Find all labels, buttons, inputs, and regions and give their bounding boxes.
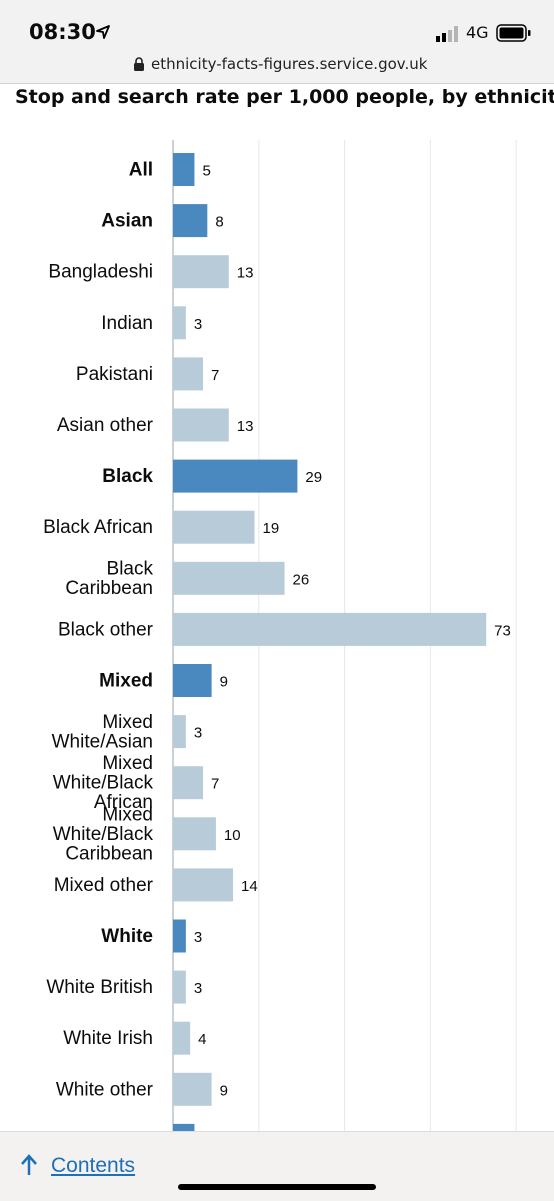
value-label: 7 bbox=[211, 776, 219, 793]
bar bbox=[173, 715, 186, 749]
value-label: 13 bbox=[237, 418, 254, 435]
value-label: 13 bbox=[237, 265, 254, 282]
category-label: Asian bbox=[101, 211, 153, 232]
bar bbox=[173, 868, 234, 902]
category-label: Mixed White/Black Caribbean bbox=[53, 804, 154, 864]
bar bbox=[173, 408, 229, 442]
category-label: Asian other bbox=[57, 415, 154, 436]
value-label: 5 bbox=[202, 163, 210, 180]
bar bbox=[173, 153, 195, 186]
category-label: Pakistani bbox=[76, 364, 153, 385]
value-label: 3 bbox=[194, 725, 202, 742]
lock-icon bbox=[134, 57, 144, 71]
category-label: Mixed White/Black African bbox=[53, 753, 154, 813]
category-label: Black African bbox=[43, 517, 153, 538]
category-label: Black bbox=[102, 466, 153, 487]
category-label: Black other bbox=[58, 619, 154, 640]
bar bbox=[173, 204, 208, 238]
bar bbox=[173, 561, 285, 595]
value-label: 3 bbox=[194, 929, 202, 946]
bar bbox=[173, 919, 186, 953]
bar bbox=[173, 306, 186, 340]
category-label: Indian bbox=[101, 313, 153, 334]
value-label: 9 bbox=[220, 1082, 228, 1099]
bar bbox=[173, 970, 186, 1004]
value-label: 10 bbox=[224, 827, 241, 844]
category-label: White bbox=[101, 926, 153, 947]
status-bar: 08:30 4G bbox=[0, 0, 554, 50]
bottom-navigation: Contents bbox=[0, 1131, 554, 1201]
value-label: 19 bbox=[263, 520, 280, 537]
category-label: White British bbox=[46, 977, 153, 998]
home-indicator bbox=[178, 1184, 376, 1190]
bar bbox=[173, 255, 229, 289]
address-bar[interactable]: ethnicity-facts-figures.service.gov.uk bbox=[0, 50, 554, 84]
value-label: 73 bbox=[494, 622, 511, 639]
value-label: 29 bbox=[305, 469, 322, 486]
network-type: 4G bbox=[466, 23, 489, 42]
bar bbox=[173, 1123, 195, 1131]
category-label: White other bbox=[56, 1079, 154, 1100]
url-text: ethnicity-facts-figures.service.gov.uk bbox=[151, 55, 428, 73]
category-label: Bangladeshi bbox=[48, 262, 153, 283]
bar bbox=[173, 1021, 191, 1055]
category-label: Other inc bbox=[70, 1130, 154, 1131]
category-label: Black Caribbean bbox=[65, 559, 153, 600]
category-label: Mixed bbox=[99, 671, 153, 692]
category-label: Mixed other bbox=[54, 875, 154, 896]
category-label: All bbox=[129, 160, 153, 181]
value-label: 26 bbox=[293, 571, 310, 588]
cellular-signal-icon bbox=[436, 26, 458, 42]
bar bbox=[173, 766, 204, 800]
value-label: 3 bbox=[194, 316, 202, 333]
value-label: 14 bbox=[241, 878, 258, 895]
bar bbox=[173, 612, 487, 646]
bar-chart: 5 All 8 Asian 13 Bangladeshi 3 Indian 7 Pakistani… bbox=[43, 140, 517, 1131]
battery-icon bbox=[496, 24, 531, 42]
location-arrow-icon bbox=[96, 25, 110, 39]
arrow-up-icon[interactable] bbox=[19, 1154, 39, 1176]
value-label: 9 bbox=[220, 674, 228, 691]
category-label: White Irish bbox=[63, 1028, 153, 1049]
value-label: 7 bbox=[211, 367, 219, 384]
bar bbox=[173, 664, 212, 697]
status-time: 08:30 bbox=[29, 20, 96, 44]
chart-title: Stop and search rate per 1,000 people, b… bbox=[15, 86, 554, 108]
value-label: 4 bbox=[198, 1031, 206, 1048]
bar bbox=[173, 357, 204, 391]
bar bbox=[173, 459, 298, 493]
value-label: 8 bbox=[215, 214, 223, 231]
bar bbox=[173, 817, 216, 851]
contents-link[interactable]: Contents bbox=[51, 1154, 136, 1177]
category-label: Mixed White/Asian bbox=[52, 712, 153, 753]
value-label: 3 bbox=[194, 980, 202, 997]
bar bbox=[173, 1072, 212, 1106]
bar bbox=[173, 510, 255, 544]
